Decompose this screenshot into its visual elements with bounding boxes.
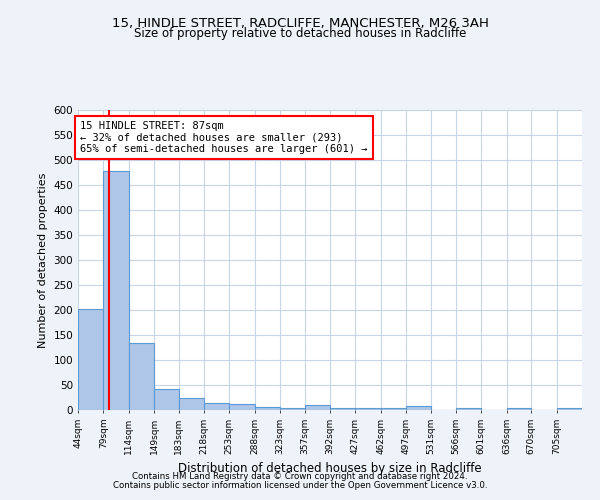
Bar [506,408,532,410]
Bar [154,388,179,410]
Bar [305,405,330,410]
Bar [254,407,280,410]
Bar [128,342,154,410]
X-axis label: Distribution of detached houses by size in Radcliffe: Distribution of detached houses by size … [178,462,482,475]
Text: Size of property relative to detached houses in Radcliffe: Size of property relative to detached ho… [134,28,466,40]
Text: 15 HINDLE STREET: 87sqm
← 32% of detached houses are smaller (293)
65% of semi-d: 15 HINDLE STREET: 87sqm ← 32% of detache… [80,121,368,154]
Bar [179,398,204,410]
Bar [406,406,431,410]
Bar [204,402,229,410]
Y-axis label: Number of detached properties: Number of detached properties [38,172,48,348]
Bar [355,408,380,410]
Bar [557,408,582,410]
Bar [78,308,103,410]
Text: Contains public sector information licensed under the Open Government Licence v3: Contains public sector information licen… [113,481,487,490]
Bar [456,408,481,410]
Bar [229,404,254,410]
Text: 15, HINDLE STREET, RADCLIFFE, MANCHESTER, M26 3AH: 15, HINDLE STREET, RADCLIFFE, MANCHESTER… [112,18,488,30]
Text: Contains HM Land Registry data © Crown copyright and database right 2024.: Contains HM Land Registry data © Crown c… [132,472,468,481]
Bar [280,408,305,410]
Bar [103,171,128,410]
Bar [380,408,406,410]
Bar [330,408,355,410]
